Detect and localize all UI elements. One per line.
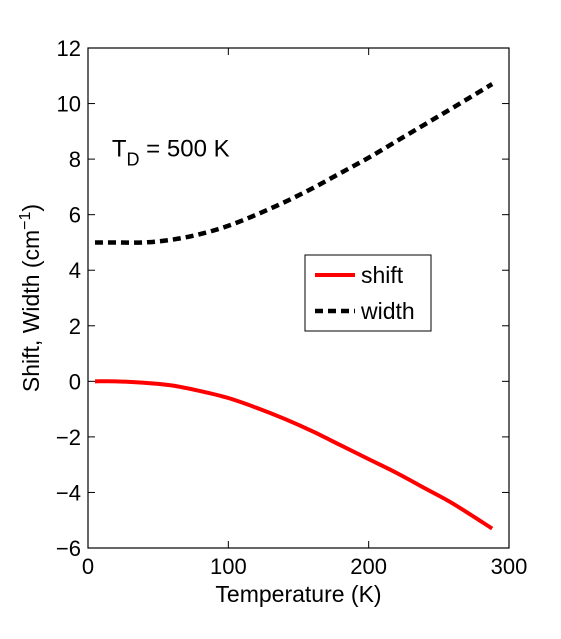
y-tick-label: −6 <box>56 536 81 561</box>
y-tick-label: −4 <box>56 480 81 505</box>
y-tick-label: 6 <box>69 203 81 228</box>
series-line-width <box>95 82 494 245</box>
x-tick-label: 0 <box>82 554 94 579</box>
y-tick-label: 10 <box>57 92 81 117</box>
y-axis-label-superscript: −1 <box>17 211 34 229</box>
y-tick-label: −2 <box>56 425 81 450</box>
y-tick-label: 0 <box>69 369 81 394</box>
plot-background <box>88 48 509 548</box>
x-tick-label: 200 <box>350 554 387 579</box>
annotation-value: = 500 K <box>140 135 230 162</box>
plot-content <box>95 82 494 531</box>
y-tick-label: 8 <box>69 147 81 172</box>
legend-label-width: width <box>360 298 415 324</box>
y-axis-label-suffix: ) <box>18 204 44 212</box>
series-line-shift <box>95 379 494 531</box>
annotation-subscript: D <box>127 149 140 169</box>
y-tick-label: 12 <box>57 36 81 61</box>
legend: shift width <box>304 254 432 332</box>
x-tick-label: 300 <box>491 554 528 579</box>
legend-box <box>304 254 432 332</box>
plot-frame <box>87 47 510 549</box>
y-tick-label: 4 <box>69 258 81 283</box>
y-axis-label-main: Shift, Width (cm <box>18 230 44 392</box>
annotation-symbol: T <box>112 135 127 162</box>
ticks: 0 100 200 300 −6 −4 −2 0 2 4 6 8 10 12 <box>56 36 527 579</box>
y-axis-label: Shift, Width (cm−1) <box>17 204 44 392</box>
x-axis-label: Temperature (K) <box>215 581 381 607</box>
debye-temperature-annotation: TD = 500 K <box>112 135 230 169</box>
y-tick-label: 2 <box>69 314 81 339</box>
x-tick-label: 100 <box>210 554 247 579</box>
legend-label-shift: shift <box>361 262 404 288</box>
